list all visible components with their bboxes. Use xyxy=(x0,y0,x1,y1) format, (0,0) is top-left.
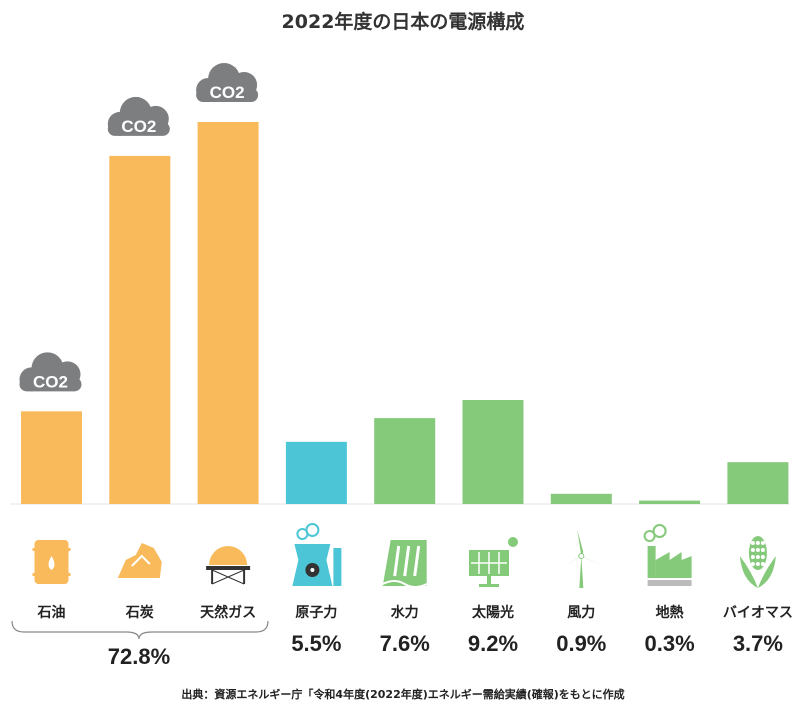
category-label: 太陽光 xyxy=(472,604,514,621)
gas-tank-icon xyxy=(206,546,251,585)
value-label: 0.3% xyxy=(645,631,695,656)
bar-3 xyxy=(197,122,259,504)
co2-cloud: CO2 xyxy=(107,96,170,136)
oil-barrel-icon xyxy=(32,540,71,584)
coal-icon xyxy=(117,543,162,578)
geothermal-plant-icon xyxy=(643,524,692,586)
nuclear-plant-icon xyxy=(292,523,342,586)
bar-5 xyxy=(374,418,436,504)
bar-4 xyxy=(285,441,347,504)
value-label: 0.9% xyxy=(556,631,606,656)
bar-8 xyxy=(639,500,701,504)
category-label: 天然ガス xyxy=(200,604,256,621)
labels-group: 石油 石炭 天然ガス 原子力 5.5% 水力 7.6% 太陽光 9.2% 風力 0.9% 地熱 0.3%… xyxy=(37,604,793,656)
co2-cloud: CO2 xyxy=(19,352,82,392)
bars-group xyxy=(21,122,789,504)
bar-1 xyxy=(21,411,82,504)
co2-clouds-group: CO2 CO2 CO2 xyxy=(19,63,259,392)
co2-cloud: CO2 xyxy=(196,63,259,102)
bar-6 xyxy=(462,400,524,504)
hydro-dam-icon xyxy=(382,540,428,588)
co2-label: CO2 xyxy=(121,117,156,136)
category-label: 石炭 xyxy=(125,604,154,621)
wind-turbine-icon xyxy=(561,530,604,588)
solar-panel-icon xyxy=(469,537,518,587)
bar-2 xyxy=(109,155,171,504)
biomass-corn-icon xyxy=(739,536,776,588)
value-label: 5.5% xyxy=(291,631,341,656)
value-label: 9.2% xyxy=(468,631,518,656)
co2-label: CO2 xyxy=(33,372,68,391)
bar-9 xyxy=(727,462,789,504)
co2-label: CO2 xyxy=(210,83,245,102)
chart-title: 2022年度の日本の電源構成 xyxy=(282,10,525,33)
category-label: 地熱 xyxy=(656,604,684,621)
fossil-group-brace xyxy=(11,620,269,640)
category-label: バイオマス xyxy=(723,605,793,621)
icons-group xyxy=(32,523,776,588)
category-label: 風力 xyxy=(567,604,595,621)
value-label: 7.6% xyxy=(380,631,430,656)
value-label: 3.7% xyxy=(733,631,783,656)
category-label: 原子力 xyxy=(295,604,337,621)
bar-7 xyxy=(550,493,612,504)
fossil-total-label: 72.8% xyxy=(108,644,170,669)
category-label: 水力 xyxy=(391,604,419,621)
category-label: 石油 xyxy=(37,604,66,621)
source-note: 出典：資源エネルギー庁「令和4年度(2022年度)エネルギー需給実績(確報)をも… xyxy=(181,687,624,701)
